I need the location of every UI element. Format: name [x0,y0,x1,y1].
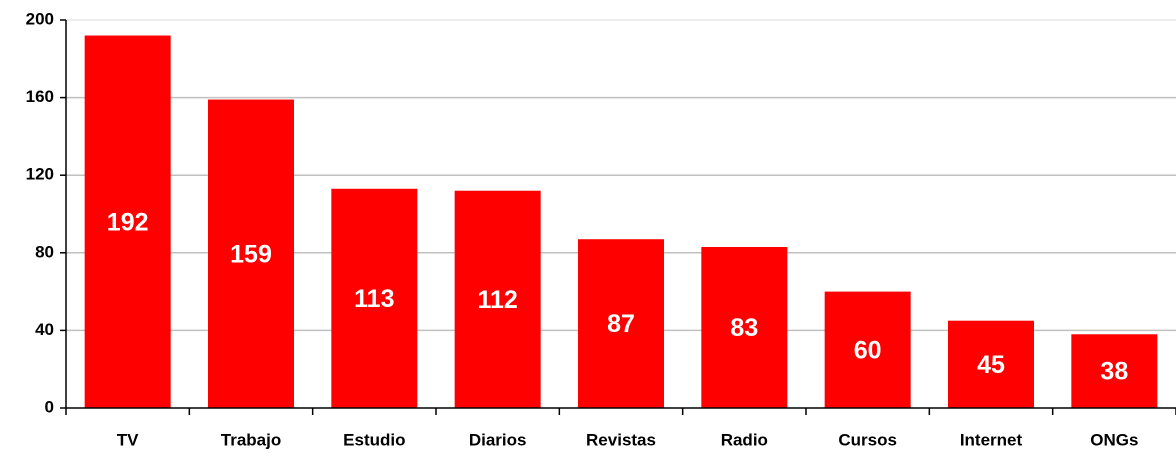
y-tick-label: 200 [26,9,54,28]
value-label: 87 [607,310,635,338]
value-label: 45 [977,351,1005,379]
bar [331,188,418,408]
bar [84,35,171,409]
bar [701,246,788,408]
value-label: 83 [730,314,758,342]
bar [454,190,541,408]
bar [948,320,1034,408]
value-label: 159 [230,240,272,268]
bar [824,291,911,408]
value-label: 112 [477,286,517,314]
x-tick-label: Diarios [469,430,527,449]
x-tick-label: Radio [721,430,768,449]
y-tick-label: 40 [35,320,54,339]
y-tick-label: 120 [26,165,54,184]
bar [1071,334,1158,408]
value-label: 60 [854,336,882,364]
value-label: 192 [107,208,149,236]
x-tick-label: Cursos [838,430,897,449]
x-tick-label: Estudio [343,430,405,449]
y-tick-label: 0 [45,397,54,416]
y-tick-label: 160 [26,87,54,106]
x-tick-label: TV [117,430,139,449]
x-tick-label: Trabajo [221,430,281,449]
value-label: 38 [1100,358,1128,386]
x-tick-label: ONGs [1090,430,1138,449]
x-tick-label: Revistas [586,430,656,449]
bar [208,99,294,408]
value-label: 113 [354,285,394,313]
x-tick-label: Internet [960,430,1023,449]
bar [578,239,664,408]
y-tick-label: 80 [35,242,54,261]
